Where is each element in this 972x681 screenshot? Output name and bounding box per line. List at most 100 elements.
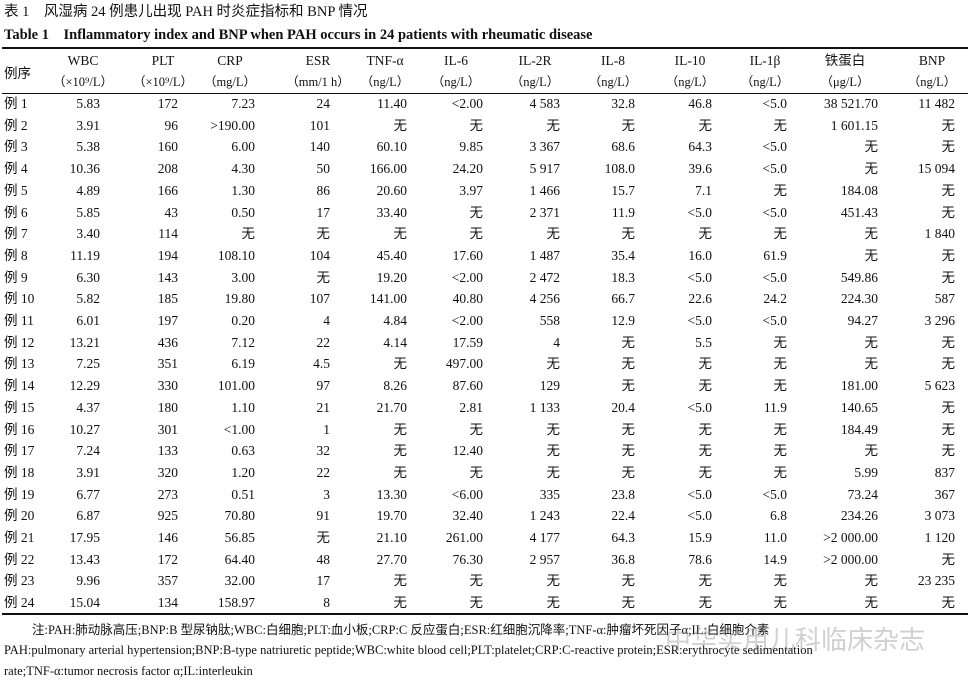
cell: 166.00 bbox=[369, 161, 407, 177]
cell: 7.1 bbox=[695, 182, 712, 198]
cell: 无 bbox=[469, 117, 484, 133]
cell: <1.00 bbox=[223, 421, 255, 437]
cell: 6.77 bbox=[76, 486, 100, 502]
cell: 无 bbox=[864, 226, 879, 242]
column-header: IL-8 bbox=[601, 53, 625, 68]
cell: <5.0 bbox=[687, 269, 713, 285]
cell: 3.00 bbox=[231, 269, 255, 285]
cell: 无 bbox=[316, 530, 331, 545]
cell: 64.3 bbox=[688, 139, 712, 155]
cell: 4 bbox=[553, 334, 560, 350]
cell: <6.00 bbox=[451, 486, 483, 502]
cell: >2 000.00 bbox=[823, 551, 878, 567]
cell: 6.00 bbox=[231, 139, 255, 155]
cell: 11.0 bbox=[763, 530, 787, 545]
cell: 无 bbox=[546, 356, 561, 372]
cell: 2 957 bbox=[529, 551, 560, 567]
cell: 14.9 bbox=[763, 551, 787, 567]
cell: 32.00 bbox=[224, 573, 255, 589]
cell: 无 bbox=[469, 204, 484, 220]
cell: 4.89 bbox=[76, 182, 100, 198]
column-unit: （ng/L） bbox=[510, 75, 560, 89]
column-header: TNF-α bbox=[366, 53, 404, 68]
cell: 无 bbox=[469, 421, 484, 437]
row-label: 例 7 bbox=[4, 226, 28, 242]
cell: 无 bbox=[941, 139, 956, 155]
cell: 无 bbox=[698, 421, 713, 437]
cell: 5.99 bbox=[854, 464, 878, 480]
cell: 15 094 bbox=[917, 161, 955, 177]
cell: 5.5 bbox=[695, 334, 712, 350]
cell: 32.8 bbox=[611, 96, 635, 111]
cell: 无 bbox=[621, 117, 636, 133]
cell: <5.0 bbox=[762, 139, 788, 155]
cell: 无 bbox=[773, 595, 788, 611]
cell: 1 133 bbox=[529, 399, 560, 415]
cell: 104 bbox=[309, 247, 330, 263]
cell: 5 623 bbox=[924, 378, 955, 394]
cell: 无 bbox=[621, 226, 636, 242]
cell: 66.7 bbox=[611, 291, 635, 307]
cell: 无 bbox=[864, 247, 879, 263]
row-label: 例 14 bbox=[4, 378, 35, 394]
cell: 无 bbox=[698, 356, 713, 372]
cell: 无 bbox=[546, 226, 561, 242]
column-unit: （mm/1 h） bbox=[286, 75, 350, 89]
cell: 184.08 bbox=[840, 182, 878, 198]
cell: 140 bbox=[309, 139, 330, 155]
cell: 无 bbox=[941, 334, 956, 350]
cell: 无 bbox=[698, 443, 713, 459]
cell: <2.00 bbox=[451, 269, 483, 285]
cell: 0.51 bbox=[231, 486, 255, 502]
row-label: 例 5 bbox=[4, 182, 28, 198]
cell: <5.0 bbox=[762, 161, 788, 177]
cell: 436 bbox=[157, 334, 178, 350]
cell: 70.80 bbox=[224, 508, 255, 524]
cell: 4.5 bbox=[313, 356, 330, 372]
cell: 1 120 bbox=[924, 530, 955, 545]
cell: 140.65 bbox=[840, 399, 878, 415]
cell: 101 bbox=[309, 117, 330, 133]
cell: 5.38 bbox=[76, 139, 100, 155]
cell: 184.49 bbox=[840, 421, 878, 437]
cell: 无 bbox=[773, 464, 788, 480]
bottom-rule bbox=[2, 613, 968, 615]
cell: 4.30 bbox=[231, 161, 255, 177]
cell: 24.2 bbox=[763, 291, 787, 307]
cell: 22 bbox=[316, 334, 331, 350]
cell: 4.84 bbox=[383, 313, 407, 328]
cell: <5.0 bbox=[687, 399, 713, 415]
cell: 5.85 bbox=[76, 204, 100, 220]
column-unit: （ng/L） bbox=[588, 75, 638, 89]
cell: <5.0 bbox=[687, 486, 713, 502]
cell: 451.43 bbox=[840, 204, 878, 220]
row-label: 例 9 bbox=[4, 269, 28, 285]
cell: 16.0 bbox=[688, 247, 712, 263]
cell: 6.19 bbox=[231, 356, 255, 372]
cell: 无 bbox=[941, 356, 956, 372]
cell: 无 bbox=[698, 595, 713, 611]
cell: 19.70 bbox=[376, 508, 407, 524]
cell: 无 bbox=[864, 356, 879, 372]
row-label: 例 16 bbox=[4, 421, 35, 437]
cell: 143 bbox=[157, 269, 178, 285]
cell: 21 bbox=[316, 399, 331, 415]
title-en: Table 1 Inflammatory index and BNP when … bbox=[4, 27, 593, 43]
column-header: BNP bbox=[918, 53, 946, 68]
cell: 无 bbox=[469, 226, 484, 242]
cell: 无 bbox=[621, 334, 636, 350]
cell: 无 bbox=[773, 573, 788, 589]
cell: 108.10 bbox=[217, 247, 255, 263]
column-header: IL-10 bbox=[674, 53, 706, 68]
note-3: rate;TNF-α:tumor necrosis factor α;IL:in… bbox=[4, 664, 253, 678]
cell: 1.30 bbox=[231, 182, 255, 198]
cell: 3 367 bbox=[529, 139, 560, 155]
column-header: ESR bbox=[305, 53, 331, 68]
cell: 12.29 bbox=[69, 378, 100, 394]
cell: 11 482 bbox=[918, 96, 955, 111]
cell: 2.81 bbox=[459, 399, 483, 415]
cell: 无 bbox=[316, 269, 331, 285]
cell: <5.0 bbox=[687, 313, 713, 328]
cell: 4 bbox=[323, 313, 330, 328]
